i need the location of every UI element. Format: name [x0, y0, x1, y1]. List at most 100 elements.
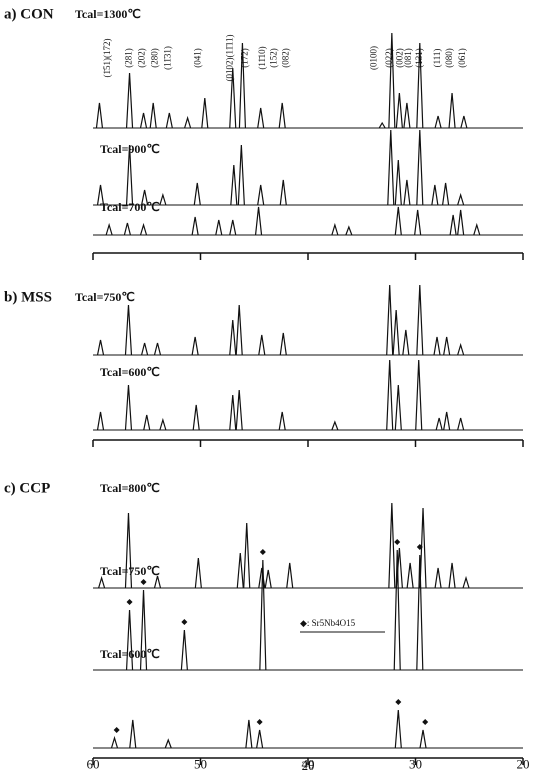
peak — [414, 209, 422, 236]
peak — [378, 121, 386, 129]
peak — [331, 222, 339, 236]
peak — [415, 359, 423, 431]
peak-index: (281) — [124, 48, 134, 68]
panel-title: b) MSS — [4, 289, 52, 305]
peak — [462, 575, 470, 589]
peak — [278, 102, 286, 129]
peak — [419, 729, 427, 749]
peak — [124, 304, 133, 356]
phase-marker — [256, 719, 263, 725]
peak — [395, 92, 403, 129]
peak — [229, 319, 237, 356]
x-axis-label: 2θ — [302, 758, 315, 773]
peak-index: (152) — [269, 48, 279, 68]
peak — [416, 129, 424, 206]
trace-label: Tcal=600℃ — [100, 365, 160, 379]
phase-marker — [140, 579, 147, 585]
peak — [125, 72, 134, 129]
peak — [139, 222, 148, 236]
peak-index: (172) — [240, 48, 250, 68]
peak — [141, 189, 149, 206]
peak — [164, 738, 172, 749]
peak-index: (041) — [192, 48, 202, 68]
peak — [394, 384, 402, 431]
peak-index: (082) — [281, 48, 291, 68]
peak — [96, 411, 105, 431]
peak-index: (280) — [149, 48, 159, 68]
peak — [256, 729, 264, 749]
peak — [394, 159, 402, 206]
peak — [159, 417, 167, 431]
peak — [139, 589, 148, 671]
peak — [139, 112, 148, 129]
phase-marker — [113, 727, 120, 733]
peak — [125, 144, 134, 206]
trace-label: Tcal=750℃ — [100, 564, 160, 578]
x-tick-label: 20 — [517, 756, 530, 771]
peak — [387, 129, 395, 206]
peak — [124, 512, 133, 589]
trace-label: Tcal=800℃ — [100, 481, 160, 495]
phase-marker — [395, 699, 402, 705]
peak — [215, 219, 223, 236]
peak-index: (1̄51)(172) — [102, 39, 112, 78]
trace-label: Tcal=600℃ — [100, 647, 160, 661]
peak — [448, 92, 456, 129]
peak — [392, 309, 400, 356]
peak — [143, 414, 151, 431]
peak — [235, 304, 243, 356]
peak — [431, 184, 439, 206]
peak — [192, 404, 200, 431]
peak-index: (131) — [414, 48, 424, 68]
panel-title: c) CCP — [4, 480, 50, 496]
peak — [449, 214, 457, 236]
peak — [193, 182, 201, 206]
peak-index: (0100) — [369, 46, 379, 70]
peak — [434, 567, 442, 589]
phase-marker — [181, 619, 188, 625]
phase-marker — [422, 719, 429, 725]
peak — [448, 562, 456, 589]
peak-index: (081) — [403, 48, 413, 68]
peak — [345, 225, 353, 236]
peak — [457, 192, 465, 206]
peak — [457, 417, 465, 431]
peak — [434, 115, 442, 129]
peak — [229, 394, 237, 431]
x-tick-label: 40 — [302, 756, 315, 771]
phase-marker — [416, 544, 423, 550]
peak — [279, 332, 287, 356]
peak — [153, 342, 162, 356]
peak — [237, 144, 245, 206]
peak — [394, 206, 402, 236]
peak — [286, 562, 294, 589]
peak — [229, 219, 237, 236]
peak — [201, 97, 209, 129]
peak — [419, 507, 427, 589]
peak — [386, 284, 394, 356]
peak — [278, 411, 286, 431]
trace-label: Tcal=750℃ — [75, 290, 135, 304]
peak — [443, 411, 451, 431]
peak — [191, 216, 199, 236]
peak-index: (002) — [395, 48, 405, 68]
peak — [98, 575, 106, 589]
peak — [416, 284, 424, 356]
peak-index: (111) — [432, 49, 442, 68]
peak — [258, 334, 266, 356]
peak — [141, 342, 149, 356]
peak — [254, 206, 263, 236]
peak — [264, 569, 272, 589]
peak-index: (080) — [444, 48, 454, 68]
peak — [236, 552, 244, 589]
peak — [165, 112, 173, 129]
peak — [388, 32, 396, 129]
peak — [403, 179, 411, 206]
peak — [194, 557, 202, 589]
peak-index: (11̄31) — [162, 46, 172, 70]
peak — [245, 719, 253, 749]
peak-index: (0102)(11̄11) — [225, 35, 235, 82]
peak — [184, 115, 192, 129]
peak-index: (022) — [384, 48, 394, 68]
peak — [457, 209, 465, 236]
